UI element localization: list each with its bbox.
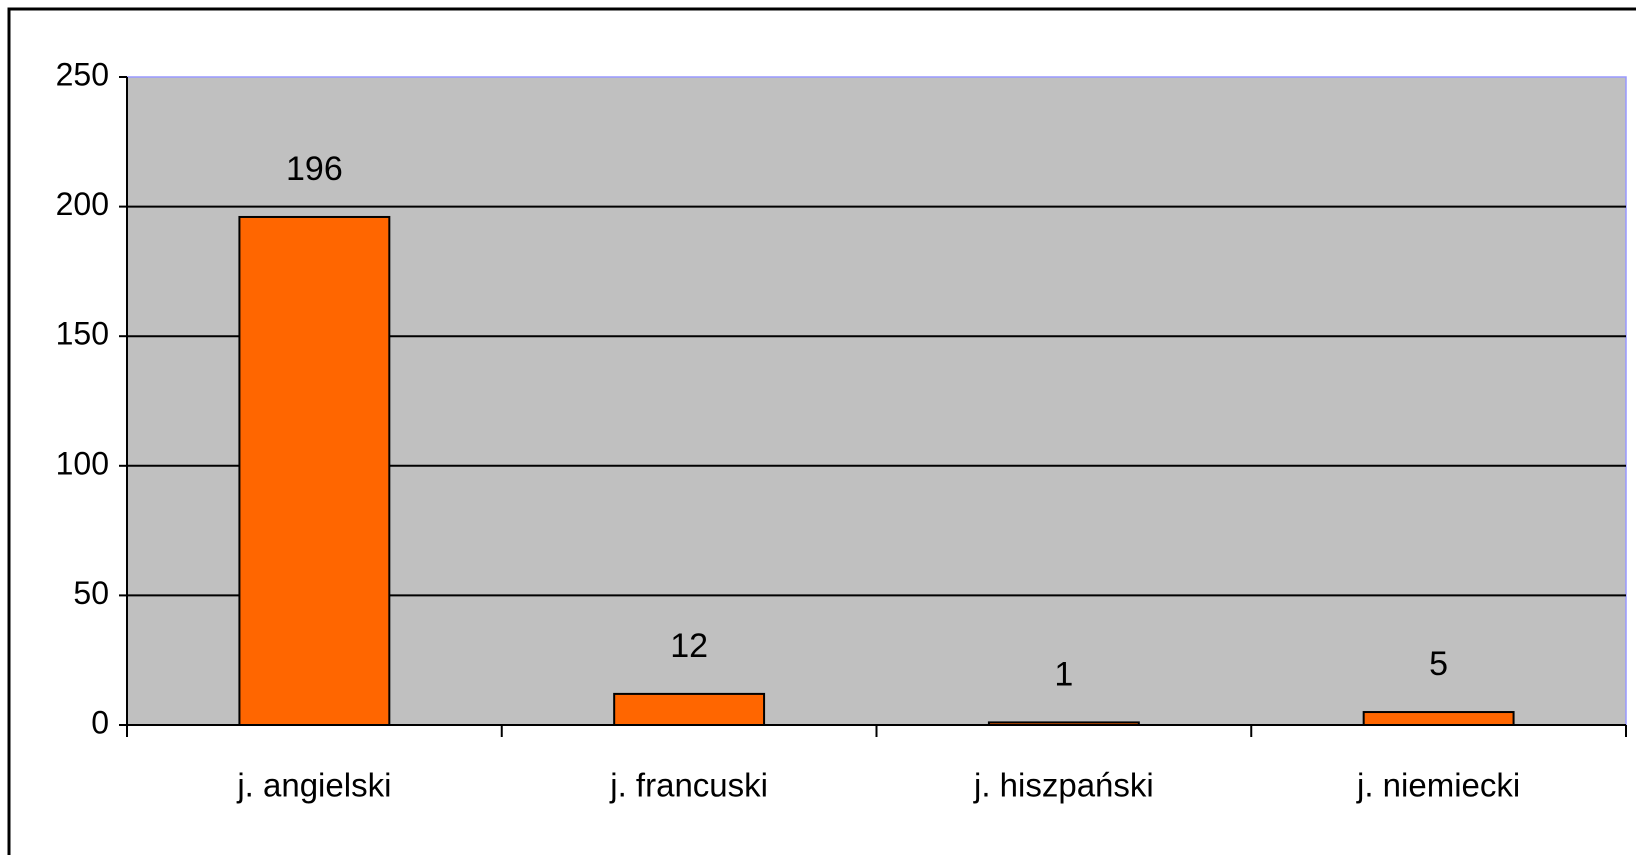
data-label: 1 bbox=[1054, 655, 1073, 693]
bar bbox=[238, 215, 391, 727]
data-label: 12 bbox=[670, 627, 708, 665]
y-tick-label: 150 bbox=[56, 316, 109, 352]
x-tick-label: j. francuski bbox=[609, 767, 768, 804]
y-tick-label: 50 bbox=[73, 575, 109, 611]
x-tick-label: j. hiszpański bbox=[973, 767, 1154, 804]
bar bbox=[1362, 711, 1515, 726]
bar bbox=[613, 692, 766, 726]
y-tick-label: 200 bbox=[56, 186, 109, 222]
data-label: 196 bbox=[286, 150, 343, 188]
x-tick-label: j. niemiecki bbox=[1356, 767, 1520, 804]
y-tick-label: 0 bbox=[91, 704, 109, 740]
x-tick-label: j. angielski bbox=[236, 767, 391, 804]
y-tick-label: 100 bbox=[56, 445, 109, 481]
data-label: 5 bbox=[1429, 645, 1448, 683]
y-tick-label: 250 bbox=[56, 56, 109, 92]
